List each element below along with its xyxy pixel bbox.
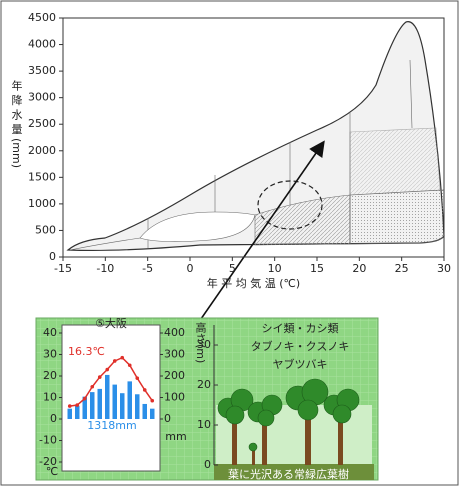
bar bbox=[128, 381, 133, 419]
annotation: 1318mm bbox=[87, 419, 136, 432]
caption: 葉に光沢ある常緑広葉樹 bbox=[228, 467, 349, 481]
y-tick-label: 40 bbox=[43, 326, 57, 339]
point bbox=[113, 359, 117, 363]
annotation: 16.3℃ bbox=[68, 345, 105, 358]
figure: 葉に光沢ある常緑広葉樹 0500100015002000250030003500… bbox=[0, 0, 459, 486]
point bbox=[105, 368, 109, 372]
y2-tick-label: 200 bbox=[164, 369, 185, 382]
y2-tick-label: 100 bbox=[164, 391, 185, 404]
chart-title: ⑤大阪 bbox=[95, 316, 127, 330]
y-tick-label: -10 bbox=[39, 434, 57, 447]
x-tick-label: -5 bbox=[142, 262, 153, 275]
x-tick-label: 0 bbox=[187, 262, 194, 275]
point bbox=[75, 403, 79, 407]
y-tick-label: 30 bbox=[43, 348, 57, 361]
y-tick-label: 3500 bbox=[28, 64, 56, 77]
y-tick-label: 1000 bbox=[28, 197, 56, 210]
y-tick-label: 10 bbox=[197, 418, 211, 431]
point bbox=[83, 397, 87, 401]
y-tick-label: 0 bbox=[50, 412, 57, 425]
y2-tick-label: 300 bbox=[164, 348, 185, 361]
bar bbox=[68, 409, 73, 419]
x-tick-label: 15 bbox=[310, 262, 324, 275]
x-tick-label: 10 bbox=[268, 262, 282, 275]
y-tick-label: 2500 bbox=[28, 117, 56, 130]
y2-tick-label: 400 bbox=[164, 326, 185, 339]
point bbox=[143, 388, 147, 392]
bar bbox=[75, 406, 80, 419]
bar bbox=[143, 404, 148, 419]
y-tick-label: 10 bbox=[43, 391, 57, 404]
x-tick-label: 5 bbox=[229, 262, 236, 275]
y-tick-label: 4000 bbox=[28, 38, 56, 51]
bar bbox=[150, 409, 155, 419]
species-label: ヤブツバキ bbox=[273, 357, 328, 371]
y-tick-label: 20 bbox=[197, 378, 211, 391]
x-tick-label: 25 bbox=[395, 262, 409, 275]
species-label: シイ類・カシ類 bbox=[262, 322, 339, 335]
y-tick-label: 3000 bbox=[28, 91, 56, 104]
page: 葉に光沢ある常緑広葉樹 0500100015002000250030003500… bbox=[0, 0, 459, 486]
bar bbox=[105, 375, 110, 419]
bar bbox=[90, 392, 95, 419]
y2-tick-label: 0 bbox=[164, 412, 171, 425]
x-tick-label: -10 bbox=[96, 262, 114, 275]
species-label: タブノキ・クスノキ bbox=[251, 339, 350, 353]
bar bbox=[120, 393, 125, 419]
x-tick-label: -15 bbox=[54, 262, 72, 275]
point bbox=[68, 404, 72, 408]
y-axis-label: 年 降 水 量 (mm) bbox=[10, 79, 23, 168]
bar bbox=[135, 394, 140, 419]
x-axis-label: 年 平 均 気 温 (℃) bbox=[207, 276, 300, 290]
x-tick-label: 30 bbox=[437, 262, 451, 275]
y-tick-label: 2000 bbox=[28, 144, 56, 157]
point bbox=[135, 376, 139, 380]
y-axis-label: ℃ bbox=[46, 465, 58, 478]
y-tick-label: 4500 bbox=[28, 11, 56, 24]
point bbox=[90, 385, 94, 389]
point bbox=[120, 356, 124, 360]
x-tick-label: 20 bbox=[352, 262, 366, 275]
y-tick-label: 1500 bbox=[28, 170, 56, 183]
point bbox=[98, 375, 102, 379]
bar bbox=[113, 385, 118, 419]
y-tick-label: 500 bbox=[35, 223, 56, 236]
y-axis-label: 高さ(m) bbox=[194, 321, 207, 364]
y-tick-label: 0 bbox=[204, 458, 211, 471]
point bbox=[150, 399, 154, 403]
bar bbox=[98, 389, 103, 419]
y-tick-label: 20 bbox=[43, 369, 57, 382]
y2-axis-label: mm bbox=[165, 430, 186, 443]
point bbox=[128, 363, 132, 367]
